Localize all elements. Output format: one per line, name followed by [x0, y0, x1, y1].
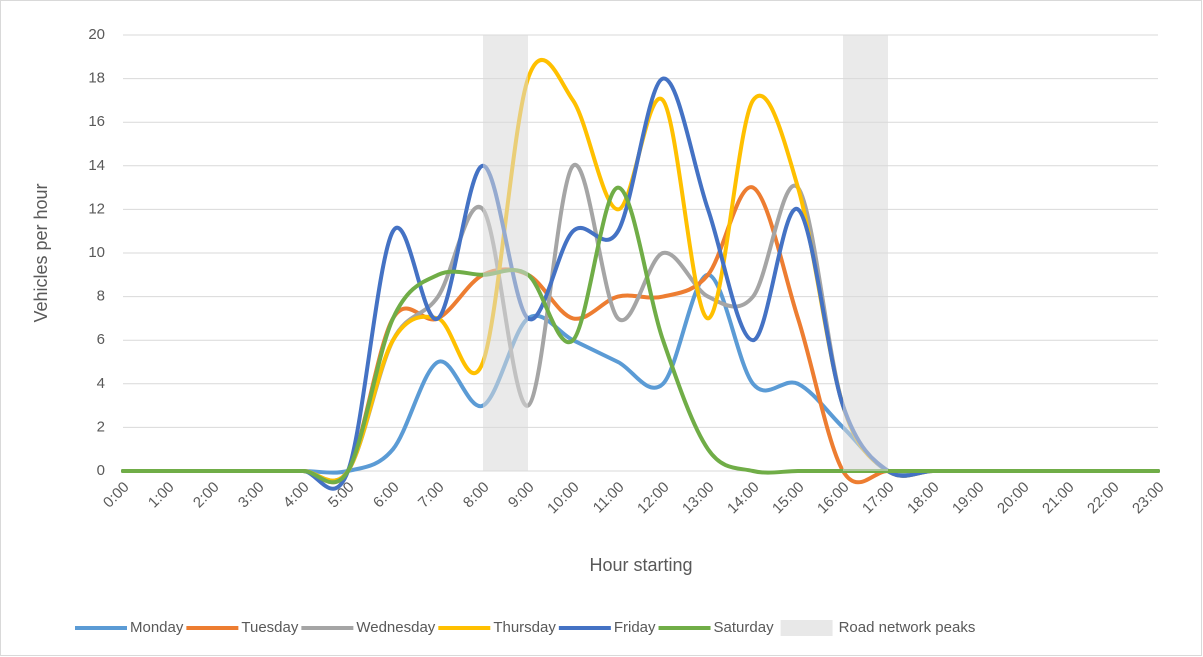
y-tick-label: 14: [88, 157, 105, 174]
legend-label: Thursday: [493, 619, 556, 636]
legend-label: Tuesday: [241, 619, 298, 636]
y-tick-label: 18: [88, 70, 105, 87]
shaded-range: [483, 35, 528, 471]
y-tick-label: 10: [88, 244, 105, 261]
y-tick-label: 4: [97, 375, 105, 392]
x-axis-title: Hour starting: [589, 555, 692, 575]
legend-label: Friday: [614, 619, 656, 636]
y-tick-label: 12: [88, 200, 105, 217]
legend-label: Road network peaks: [839, 619, 976, 636]
y-tick-label: 2: [97, 418, 105, 435]
legend-label: Wednesday: [356, 619, 435, 636]
y-tick-label: 6: [97, 331, 105, 348]
y-tick-label: 16: [88, 113, 105, 130]
y-tick-label: 0: [97, 462, 105, 479]
series-line: [121, 185, 1160, 485]
legend-label: Saturday: [714, 619, 775, 636]
legend-swatch: [780, 620, 833, 636]
y-axis-title: Vehicles per hour: [31, 183, 51, 322]
y-tick-label: 8: [97, 288, 105, 305]
shaded-range: [843, 35, 888, 471]
y-tick-label: 20: [88, 26, 105, 43]
legend-label: Monday: [130, 619, 184, 636]
